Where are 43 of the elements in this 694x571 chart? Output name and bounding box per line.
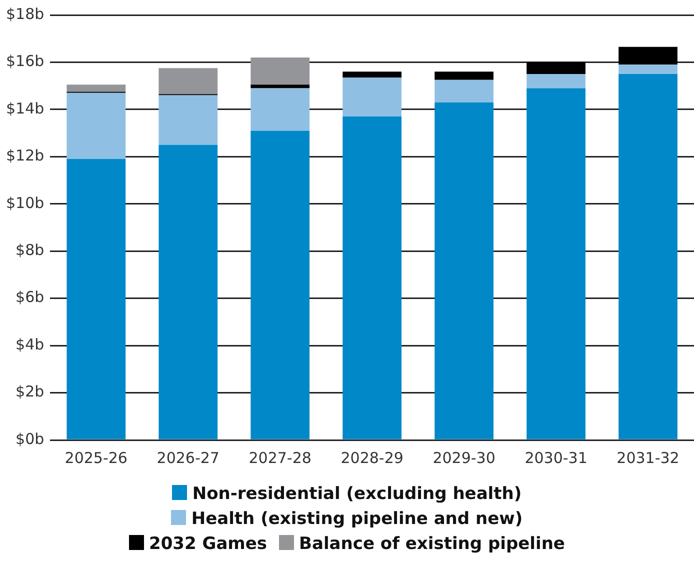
legend-label: Health (existing pipeline and new)	[190, 508, 523, 531]
x-tick-label: 2029-30	[432, 448, 496, 467]
bar	[250, 130, 310, 440]
y-tick-label: $14b	[6, 99, 44, 118]
y-tick-label: $16b	[6, 52, 44, 70]
bar	[250, 88, 310, 131]
bar	[66, 159, 126, 440]
x-tick-label: 2028-29	[340, 448, 404, 467]
y-tick-label: $8b	[16, 241, 44, 259]
bar	[250, 84, 310, 88]
bar	[526, 88, 586, 440]
x-tick-label: 2025-26	[64, 448, 128, 467]
y-tick-label: $10b	[6, 194, 44, 212]
y-tick-label: $18b	[6, 4, 44, 23]
bar	[66, 92, 126, 160]
bar	[434, 80, 494, 102]
bar	[434, 102, 494, 440]
bar	[618, 74, 678, 440]
bar	[158, 95, 218, 145]
x-tick-label: 2027-28	[248, 448, 312, 467]
legend-label: Non-residential (excluding health)	[191, 483, 522, 506]
y-tick-label: $12b	[6, 146, 44, 165]
bar	[526, 74, 586, 88]
x-tick-label: 2026-27	[156, 448, 220, 467]
bar	[618, 46, 678, 65]
y-tick-label: $6b	[16, 288, 44, 306]
x-tick-label: 2031-32	[616, 448, 680, 467]
y-tick-label: $2b	[16, 382, 44, 401]
x-tick-label: 2030-31	[524, 448, 588, 467]
y-tick-label: $0b	[16, 430, 44, 448]
y-tick-label: $4b	[16, 335, 44, 354]
legend-label: Balance of existing pipeline	[298, 533, 565, 556]
bar	[250, 58, 310, 85]
bar	[618, 64, 678, 74]
bar	[434, 72, 494, 80]
bar	[342, 72, 402, 78]
legend-label: 2032 Games	[148, 533, 268, 556]
bar	[342, 116, 402, 440]
bar	[342, 78, 402, 117]
bar	[66, 84, 126, 92]
bar	[158, 68, 218, 94]
bar	[526, 62, 586, 74]
bar	[158, 144, 218, 440]
